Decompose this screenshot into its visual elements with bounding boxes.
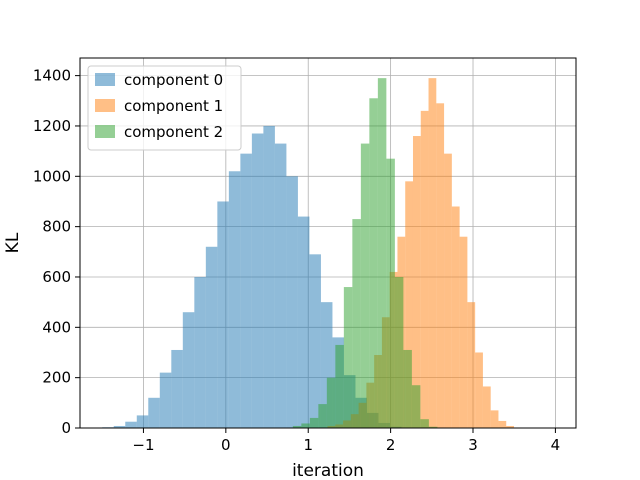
histogram-bar [228,171,241,428]
histogram-bar [148,397,160,428]
histogram-bar [113,425,126,428]
histogram-bar [309,417,319,428]
histogram-bar [369,98,378,429]
x-axis-ticks: −1 0 1 2 3 4 [132,428,560,454]
histogram-bar [286,176,298,428]
y-tick-label: 800 [42,218,71,236]
histogram-bar [343,287,353,428]
histogram-bar [251,133,264,429]
histogram-bar [403,349,412,428]
histogram-bar [335,344,344,428]
histogram-bar [360,143,370,428]
legend-box [87,65,242,151]
histogram-bar [386,158,395,428]
histogram-bar [297,216,310,428]
histogram-bar [467,302,476,428]
histogram-bar [301,423,310,428]
histogram-bar [420,110,429,428]
y-tick-label: 0 [61,419,71,437]
histogram-bar [136,415,149,428]
x-axis-label: iteration [292,461,364,480]
legend-label-2: component 2 [124,123,223,141]
y-tick-label: 200 [42,369,71,387]
x-tick-label: −1 [132,436,154,454]
histogram-bar [292,425,302,428]
legend-swatch-2 [95,125,115,138]
histogram-bar [182,312,195,428]
histogram-bar [482,386,491,428]
histogram-bar [490,410,499,428]
y-tick-label: 1200 [33,117,71,135]
histogram-bar [412,136,421,428]
legend: component 0 component 1 component 2 [87,65,242,151]
histogram-bar [428,78,437,429]
series-2-bars [284,78,446,429]
y-tick-label: 600 [42,268,71,286]
plot-frame [79,57,577,429]
histogram-bar [263,125,275,429]
histogram-bar [451,206,460,428]
histogram-bar [318,404,327,428]
histogram-bar [274,143,287,428]
histogram-bar [498,420,507,428]
histogram-bar [394,276,404,428]
legend-label-1: component 1 [124,97,223,115]
histogram-bar [420,419,429,428]
y-tick-label: 1000 [33,167,71,185]
histogram-bar [320,302,333,428]
x-tick-label: 1 [303,436,313,454]
histogram-bar [444,153,452,429]
x-tick-label: 3 [468,436,478,454]
histogram-bar [377,78,387,429]
histogram-bars [102,78,522,429]
histogram-bar [352,219,361,428]
histogram-bar [240,153,252,429]
histogram-bar [217,201,229,428]
histogram-bar [326,377,336,428]
x-tick-label: 4 [551,436,561,454]
histogram-bar [459,236,468,428]
legend-label-0: component 0 [124,71,223,89]
legend-swatch-0 [95,73,115,86]
histogram-bar [411,385,421,428]
histogram-bar [171,349,183,428]
y-axis-label: KL [3,232,23,253]
y-tick-label: 400 [42,318,71,336]
histogram-bar [475,352,483,428]
x-tick-label: 0 [221,436,231,454]
y-tick-label: 1400 [33,67,71,85]
histogram-bar [436,103,445,428]
histogram-bar [428,426,438,428]
y-axis-ticks: 0 200 400 600 800 1000 1200 1400 [33,67,80,437]
histogram-bar [506,425,514,428]
histogram-bar [159,372,172,428]
histogram-bar [309,254,321,428]
histogram-bar [405,181,413,428]
histogram-bar [205,246,218,428]
x-tick-label: 2 [386,436,396,454]
histogram-bar [125,421,137,428]
histogram-bar [194,276,206,428]
legend-swatch-1 [95,99,115,112]
